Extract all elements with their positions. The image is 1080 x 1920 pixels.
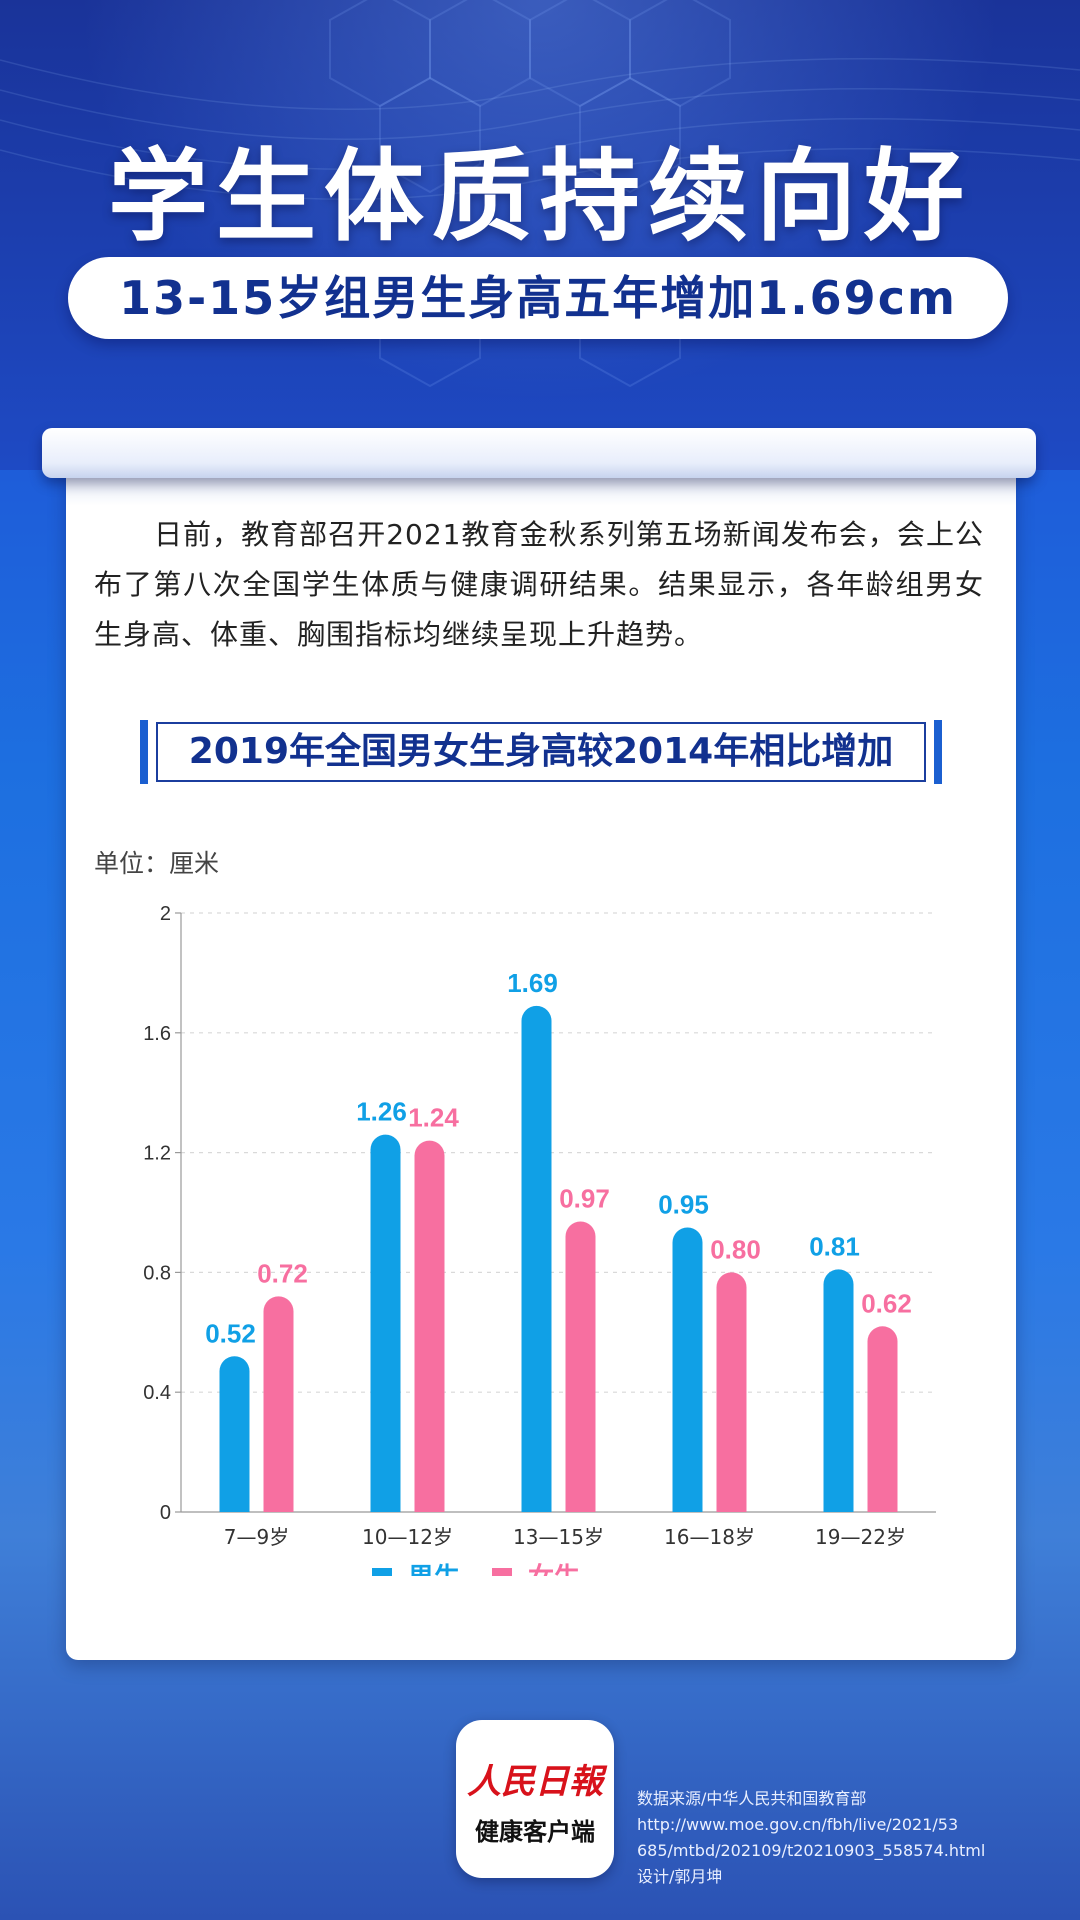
x-tick-label: 13—15岁 <box>513 1525 604 1549</box>
bar-male <box>823 1269 854 1512</box>
data-label: 1.26 <box>356 1097 407 1127</box>
unit-label: 单位：厘米 <box>94 849 220 878</box>
bar-female <box>263 1296 294 1512</box>
logo-subtitle: 健康客户端 <box>475 1817 595 1846</box>
bar-base <box>370 1497 401 1512</box>
bar-chart: 0 0.4 0.8 1.2 1.6 2 0.520.72 7—9岁 1.26 1.24 10—12岁… <box>143 903 936 1576</box>
bar-male <box>521 1005 552 1512</box>
bar-female <box>565 1221 596 1512</box>
data-label: 1.24 <box>408 1103 459 1133</box>
y-tick-label: 1.6 <box>143 1023 171 1045</box>
bar-base <box>565 1497 596 1512</box>
bar-male <box>370 1134 401 1512</box>
y-tick-label: 1.2 <box>143 1143 171 1165</box>
data-label: 0.97 <box>559 1183 610 1213</box>
bar-female <box>867 1326 898 1512</box>
y-tick-label: 0.8 <box>143 1262 171 1284</box>
data-label: 0.81 <box>809 1231 860 1261</box>
page-title: 学生体质持续向好 <box>108 138 972 255</box>
x-tick-label: 19—22岁 <box>815 1525 906 1549</box>
x-tick-label: 7—9岁 <box>224 1525 289 1549</box>
bar-base <box>823 1497 854 1512</box>
bar-male <box>219 1356 250 1512</box>
bar-base <box>867 1497 898 1512</box>
y-tick-label: 2 <box>160 903 171 925</box>
source-url-line-2: 685/mtbd/202109/t20210903_558574.html <box>637 1841 986 1860</box>
bar-base <box>716 1497 747 1512</box>
designer-credit: 设计/郭月坤 <box>637 1867 723 1886</box>
y-tick-label: 0.4 <box>143 1382 171 1404</box>
scroll-rod <box>42 428 1036 478</box>
header-background <box>0 0 1080 470</box>
legend-swatch <box>492 1568 512 1576</box>
data-label: 0.72 <box>257 1258 308 1288</box>
x-tick-label: 16—18岁 <box>664 1525 755 1549</box>
bar-base <box>414 1497 445 1512</box>
legend-label: 男生 <box>408 1563 460 1576</box>
bar-base <box>672 1497 703 1512</box>
source-credits: 数据来源/中华人民共和国教育部 http://www.moe.gov.cn/fb… <box>637 1786 1057 1890</box>
data-label: 0.62 <box>861 1288 912 1318</box>
data-label: 0.80 <box>710 1234 761 1264</box>
hex-pattern <box>0 0 1080 388</box>
content-card: 日前，教育部召开2021教育金秋系列第五场新闻发布会，会上公布了第八次全国学生体… <box>66 446 1016 1660</box>
source-line: 数据来源/中华人民共和国教育部 <box>637 1789 867 1808</box>
chart-title: 2019年全国男女生身高较2014年相比增加 <box>140 720 942 784</box>
legend-label: 女生 <box>528 1562 580 1576</box>
x-tick-label: 10—12岁 <box>362 1525 453 1549</box>
intro-paragraph: 日前，教育部召开2021教育金秋系列第五场新闻发布会，会上公布了第八次全国学生体… <box>94 518 984 651</box>
bar-female <box>716 1272 747 1512</box>
data-label: 1.69 <box>507 968 558 998</box>
data-label: 0.52 <box>205 1318 256 1348</box>
y-tick-label: 0 <box>160 1502 171 1524</box>
logo-wordmark: 人民日報 <box>467 1762 603 1802</box>
source-url-line-1: http://www.moe.gov.cn/fbh/live/2021/53 <box>637 1815 959 1834</box>
subtitle-banner: 13-15岁组男生身高五年增加1.69cm <box>68 257 1008 339</box>
data-label: 0.95 <box>658 1189 709 1219</box>
bar-male <box>672 1227 703 1512</box>
publisher-logo: 人民日報 健康客户端 <box>456 1720 614 1878</box>
bar-female <box>414 1140 445 1512</box>
legend-swatch <box>372 1568 392 1576</box>
bar-base <box>219 1497 250 1512</box>
bar-base <box>263 1497 294 1512</box>
bar-base <box>521 1497 552 1512</box>
